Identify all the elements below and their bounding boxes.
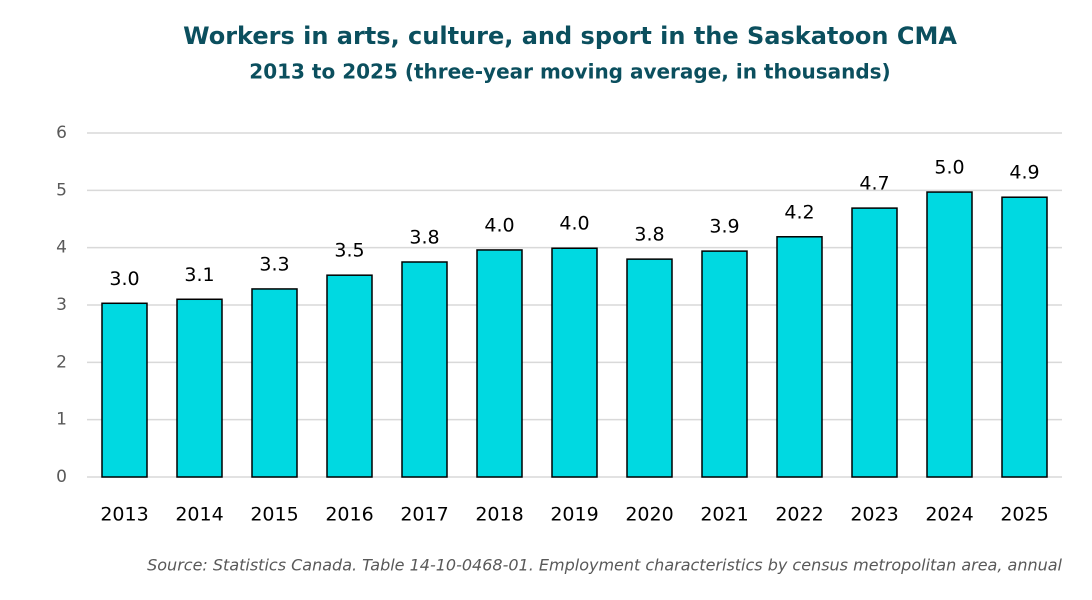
bar	[176, 298, 223, 478]
data-label: 3.3	[259, 253, 289, 275]
data-label: 4.2	[784, 201, 814, 223]
data-label: 5.0	[934, 157, 964, 179]
x-tick-label: 2020	[625, 504, 673, 526]
data-label: 4.7	[859, 173, 889, 195]
bar	[701, 250, 748, 478]
y-tick-label: 1	[56, 410, 67, 430]
source-note: Source: Statistics Canada. Table 14-10-0…	[147, 556, 1062, 575]
x-tick-label: 2013	[100, 504, 148, 526]
data-label: 4.9	[1009, 162, 1039, 184]
y-tick-label: 2	[56, 352, 67, 372]
chart-title: Workers in arts, culture, and sport in t…	[183, 22, 957, 50]
bar	[926, 191, 973, 478]
x-tick-label: 2019	[550, 504, 598, 526]
data-label: 3.8	[409, 227, 439, 249]
data-label: 3.5	[334, 240, 364, 262]
data-label: 3.0	[109, 268, 139, 290]
x-tick-label: 2017	[400, 504, 448, 526]
bar	[101, 302, 148, 478]
data-label: 3.1	[184, 264, 214, 286]
x-tick-label: 2015	[250, 504, 298, 526]
bar	[851, 207, 898, 478]
x-tick-label: 2024	[925, 504, 973, 526]
chart-subtitle: 2013 to 2025 (three-year moving average,…	[249, 60, 890, 84]
x-tick-label: 2021	[700, 504, 748, 526]
y-tick-label: 6	[56, 123, 67, 143]
x-tick-label: 2025	[1000, 504, 1048, 526]
data-label: 3.8	[634, 224, 664, 246]
bar	[1001, 196, 1048, 478]
bar	[626, 258, 673, 478]
bar	[251, 288, 298, 478]
y-tick-label: 0	[56, 467, 67, 487]
y-tick-label: 5	[56, 180, 67, 200]
x-tick-label: 2023	[850, 504, 898, 526]
x-tick-label: 2014	[175, 504, 223, 526]
bar	[776, 236, 823, 478]
y-tick-label: 3	[56, 295, 67, 315]
bar	[476, 249, 523, 478]
bar	[401, 261, 448, 478]
x-tick-label: 2016	[325, 504, 373, 526]
x-tick-label: 2022	[775, 504, 823, 526]
data-label: 4.0	[559, 213, 589, 235]
y-tick-label: 4	[56, 238, 67, 258]
x-tick-label: 2018	[475, 504, 523, 526]
bar	[551, 247, 598, 478]
data-label: 4.0	[484, 214, 514, 236]
bar	[326, 274, 373, 478]
data-label: 3.9	[709, 216, 739, 238]
